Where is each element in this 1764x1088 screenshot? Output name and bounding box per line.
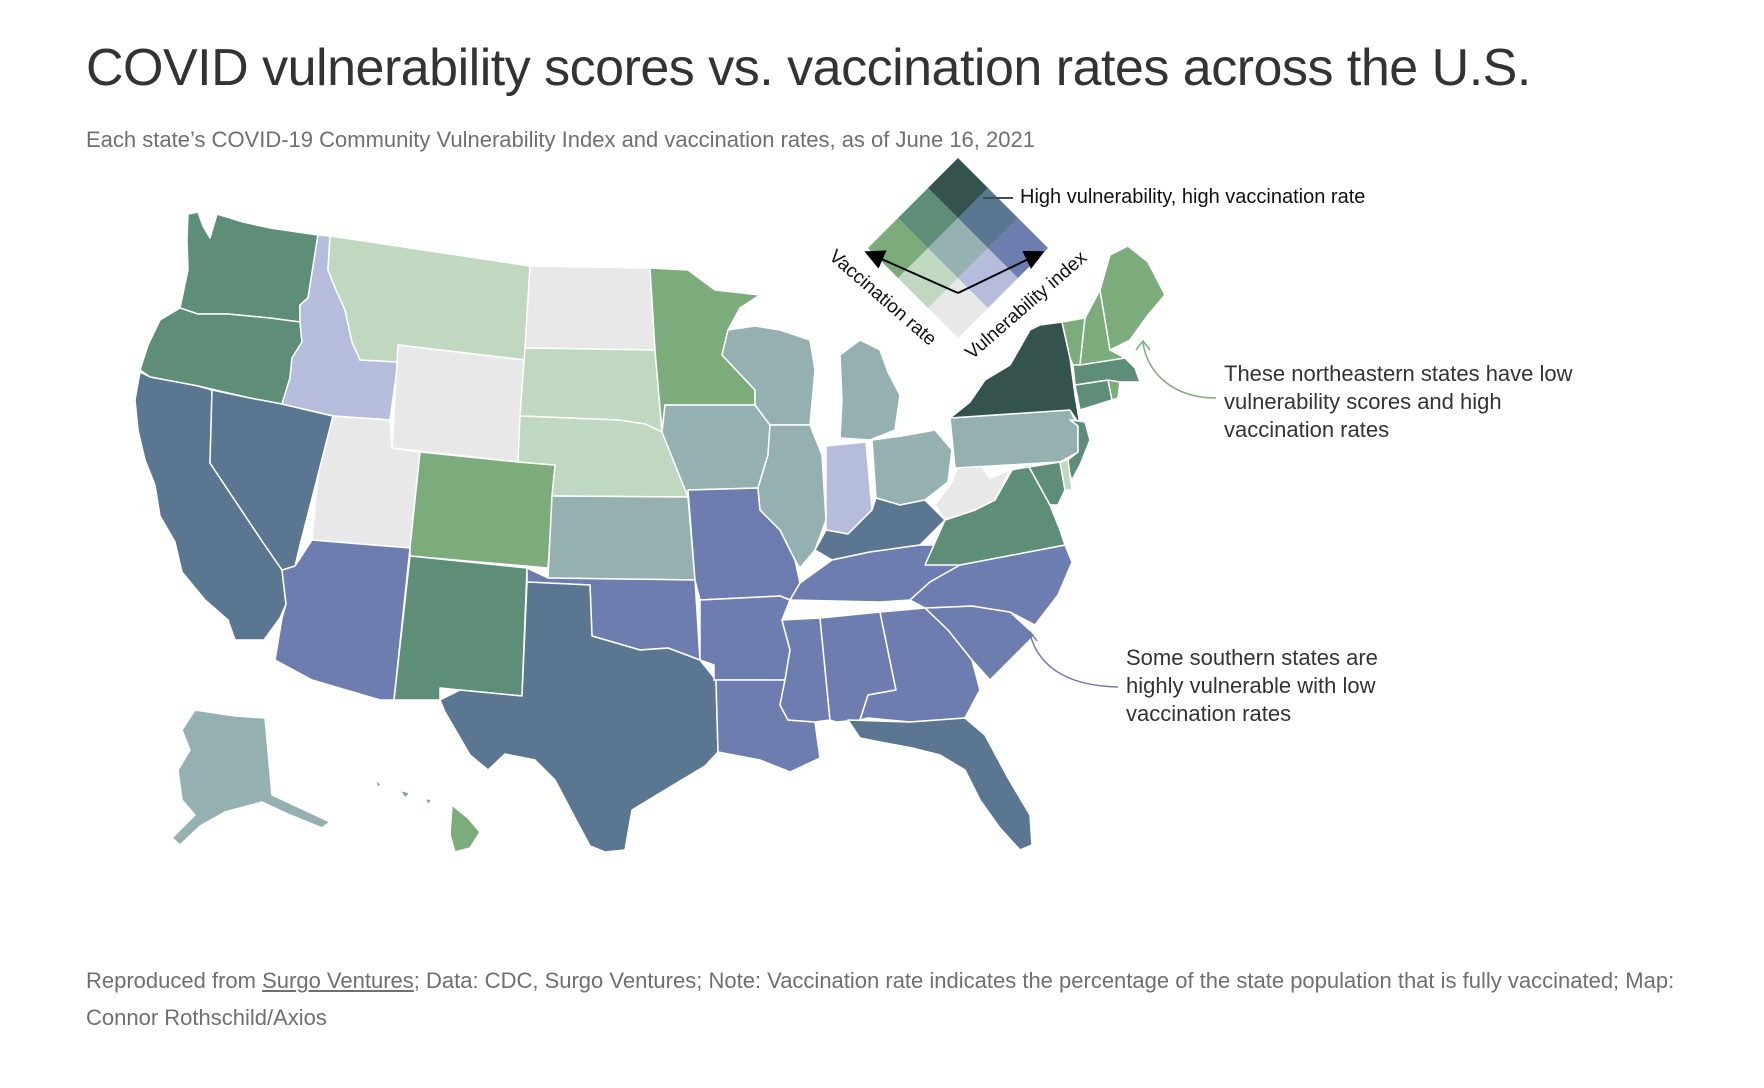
- northeast-annotation-arrow: [1142, 342, 1217, 399]
- legend-grid: [868, 158, 1048, 338]
- state-ohio: Ohio: [871, 429, 953, 506]
- us-bivariate-map: WashingtonOregonCaliforniaNevadaIdahoMon…: [134, 158, 1365, 853]
- legend-y-axis: [957, 250, 1045, 294]
- state-vermont: Vermont: [1061, 317, 1086, 366]
- legend-high-label: High vulnerability, high vaccination rat…: [1020, 186, 1365, 208]
- state-new-york: New York: [949, 321, 1081, 426]
- footer-credits: Reproduced from Surgo Ventures; Data: CD…: [86, 962, 1686, 1036]
- state-nevada: Nevada: [209, 389, 334, 571]
- state-colorado: Colorado: [409, 451, 556, 569]
- state-maine: Maine: [1099, 245, 1166, 351]
- state-michigan: Michigan: [839, 339, 901, 441]
- surgo-ventures-link[interactable]: Surgo Ventures: [262, 968, 414, 993]
- state-illinois: Illinois: [757, 424, 827, 569]
- state-west-virginia: West Virginia: [934, 461, 1011, 521]
- state-delaware: Delaware: [1059, 459, 1073, 491]
- legend-cell-v2-a2: [928, 158, 988, 218]
- state-hawaii: Hawaii: [374, 779, 481, 853]
- south-annotation-arrowhead: [1022, 630, 1038, 642]
- state-north-carolina: North Carolina: [909, 544, 1073, 626]
- state-wyoming: Wyoming: [391, 344, 526, 463]
- footer-prefix: Reproduced from: [86, 968, 263, 993]
- page-subtitle: Each state’s COVID-19 Community Vulnerab…: [86, 127, 1035, 152]
- state-new-jersey: New Jersey: [1064, 419, 1091, 481]
- legend-x-axis: [864, 250, 959, 294]
- state-north-dakota: North Dakota: [524, 265, 656, 351]
- page-title: COVID vulnerability scores vs. vaccinati…: [86, 39, 1531, 97]
- state-florida: Florida: [847, 717, 1033, 851]
- state-alaska: Alaska: [171, 709, 331, 846]
- state-arkansas: Arkansas: [699, 595, 791, 681]
- state-kansas: Kansas: [547, 495, 696, 581]
- state-texas: Texas: [439, 581, 719, 853]
- state-massachusetts: Massachusetts: [1072, 357, 1141, 386]
- state-new-mexico: New Mexico: [393, 555, 528, 701]
- state-new-hampshire: New Hampshire: [1079, 289, 1126, 366]
- states-layer: WashingtonOregonCaliforniaNevadaIdahoMon…: [134, 211, 1166, 853]
- northeast-annotation: These northeastern states have low vulne…: [1224, 361, 1573, 442]
- state-montana: Montana: [327, 235, 531, 363]
- state-pennsylvania: Pennsylvania: [949, 409, 1079, 469]
- south-annotation-arrow: [1029, 633, 1119, 688]
- northeast-annotation-arrowhead: [1135, 339, 1151, 351]
- footer-rest: ; Data: CDC, Surgo Ventures; Note: Vacci…: [86, 968, 1675, 1030]
- state-washington: Washington: [179, 211, 319, 323]
- south-annotation: Some southern states are highly vulnerab…: [1126, 645, 1378, 726]
